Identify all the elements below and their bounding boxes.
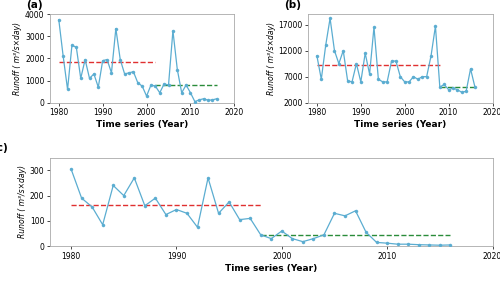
X-axis label: Time series (Year): Time series (Year) [225, 263, 318, 273]
X-axis label: Time series (Year): Time series (Year) [96, 120, 188, 129]
Text: (c): (c) [0, 143, 8, 153]
Y-axis label: Runoff ( m³/s×day): Runoff ( m³/s×day) [13, 22, 22, 95]
Text: (b): (b) [284, 0, 301, 10]
Y-axis label: Runoff ( m³/s×day): Runoff ( m³/s×day) [266, 22, 276, 95]
X-axis label: Time series (Year): Time series (Year) [354, 120, 446, 129]
Y-axis label: Runoff ( m³/s×day): Runoff ( m³/s×day) [18, 166, 27, 238]
Text: (a): (a) [26, 0, 42, 10]
